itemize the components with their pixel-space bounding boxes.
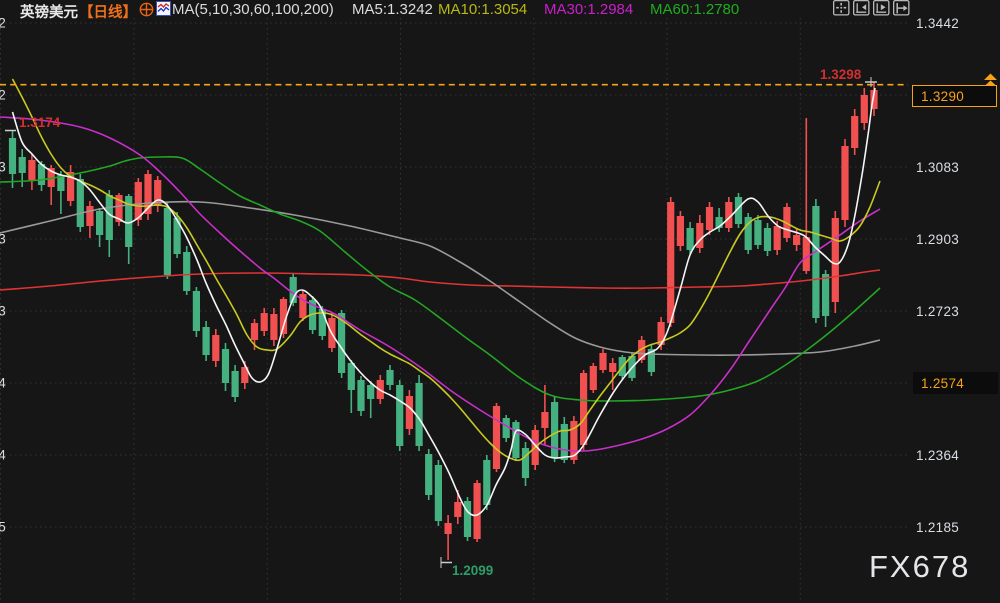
svg-text:1.2185: 1.2185 xyxy=(0,520,6,535)
svg-text:1.3262: 1.3262 xyxy=(0,88,6,103)
svg-text:1.2903: 1.2903 xyxy=(0,232,6,247)
svg-text:1.2723: 1.2723 xyxy=(0,304,6,319)
svg-text:1.2544: 1.2544 xyxy=(0,376,6,391)
svg-text:1.3442: 1.3442 xyxy=(0,16,6,31)
svg-text:1.2364: 1.2364 xyxy=(0,448,6,463)
svg-text:1.3083: 1.3083 xyxy=(0,160,6,175)
